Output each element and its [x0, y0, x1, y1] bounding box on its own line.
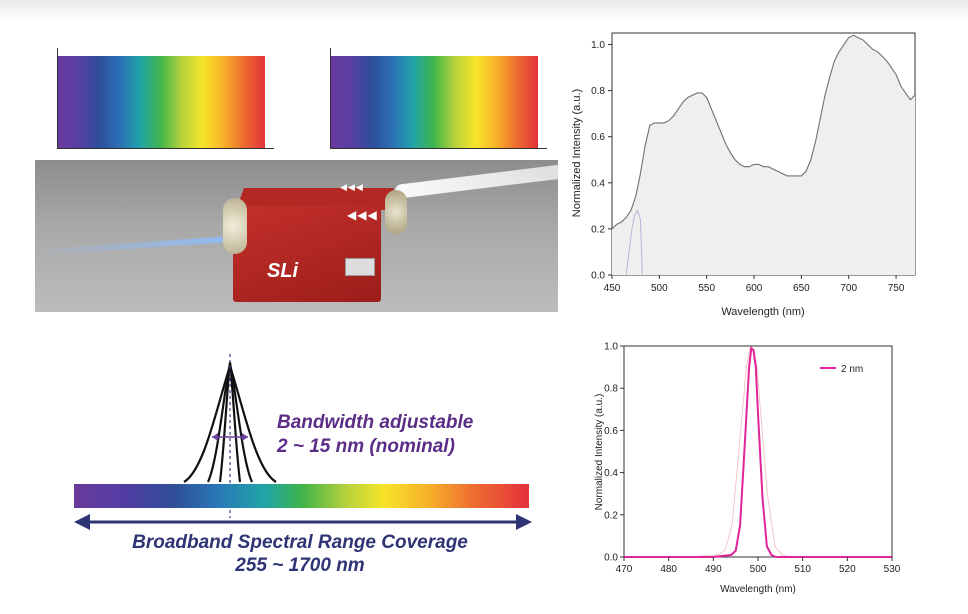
chart2-y-tick-label: 0.6 [604, 426, 618, 437]
chart1-x-tick-label: 500 [651, 283, 668, 294]
chart2-faint-envelope [624, 347, 892, 558]
coverage-arrow [74, 514, 532, 530]
chart1-y-tick-label: 0.4 [591, 178, 605, 189]
chart1-y-tick-label: 0.0 [591, 271, 605, 282]
chart2-x-tick-label: 510 [794, 564, 811, 575]
broadband-spectrum-bar [74, 484, 529, 508]
top-fade [0, 0, 968, 22]
spectrum-right-x-axis [330, 148, 547, 149]
chart2-y-tick-label: 1.0 [604, 342, 618, 353]
chart1-x-tick-label: 550 [698, 283, 715, 294]
spectrum-panel-right [330, 56, 538, 149]
coverage-range: 255 ~ 1700 nm [235, 555, 365, 576]
chart1-y-tick-label: 0.8 [591, 86, 605, 97]
chart2-x-axis-label: Wavelength (nm) [720, 584, 796, 595]
chart2-x-tick-label: 480 [660, 564, 677, 575]
chart1-area-fill [612, 35, 915, 275]
chart1-x-tick-label: 700 [840, 283, 857, 294]
chart2-y-tick-label: 0.4 [604, 468, 618, 479]
chart2-x-tick-label: 470 [616, 564, 633, 575]
chart2-x-tick-label: 500 [750, 564, 767, 575]
input-port [223, 198, 247, 254]
chart1-x-tick-label: 650 [793, 283, 810, 294]
chart2-legend-label: 2 nm [841, 364, 863, 375]
output-light-beam [394, 164, 558, 199]
output-port [385, 190, 407, 234]
coverage-title: Broadband Spectral Range Coverage [132, 532, 468, 553]
bandwidth-title: Bandwidth adjustable [277, 412, 474, 433]
broadband-spectrum-chart: 450 500 550 600 650 700 750 0.0 0.2 0.4 0.6 0.8 1.0… [571, 32, 916, 318]
chart1-y-tick-label: 0.2 [591, 224, 605, 235]
chart1-y-tick-label: 1.0 [591, 40, 605, 51]
chart2-y-tick-label: 0.8 [604, 384, 618, 395]
chart1-secondary-peak [625, 209, 643, 276]
chart1-x-tick-label: 450 [604, 283, 621, 294]
spectrum-right-y-axis [330, 48, 331, 148]
chart2-x-tick-label: 520 [839, 564, 856, 575]
chart1-x-axis-label: Wavelength (nm) [721, 306, 804, 318]
spectrum-panel-left [57, 56, 265, 149]
chart1-y-axis-label: Normalized Intensity (a.u.) [571, 89, 583, 217]
device-body [233, 206, 381, 302]
chart2-y-tick-label: 0.0 [604, 553, 618, 564]
spectrum-left-x-axis [57, 148, 274, 149]
chart1-x-tick-label: 600 [746, 283, 763, 294]
chart1-x-tick-label: 750 [888, 283, 905, 294]
chart2-x-tick-label: 490 [705, 564, 722, 575]
device-label-plate [345, 258, 375, 276]
bandwidth-range: 2 ~ 15 nm (nominal) [277, 436, 455, 457]
front-arrows-icon: ◀◀◀ [347, 208, 378, 222]
narrowband-peak-chart: 470 480 490 500 510 520 530 0.0 0.2 0.4 0.6 0.8 1.0… [594, 342, 900, 596]
chart1-y-tick-label: 0.6 [591, 132, 605, 143]
top-arrows-icon: ◀◀◀ [340, 182, 364, 192]
input-light-beam [35, 235, 246, 256]
chart2-x-tick-label: 530 [884, 564, 900, 575]
chart2-peak-line [624, 345, 892, 558]
bandwidth-illustration [183, 354, 277, 518]
chart2-y-axis-label: Normalized Intensity (a.u.) [594, 394, 605, 511]
sli-logo: SLi [267, 260, 299, 282]
device-photo: ◀◀◀ ◀◀◀ SLi [35, 160, 558, 312]
chart2-y-tick-label: 0.2 [604, 510, 618, 521]
spectrum-left-y-axis [57, 48, 58, 148]
chart1-spectrum-line [611, 34, 916, 230]
